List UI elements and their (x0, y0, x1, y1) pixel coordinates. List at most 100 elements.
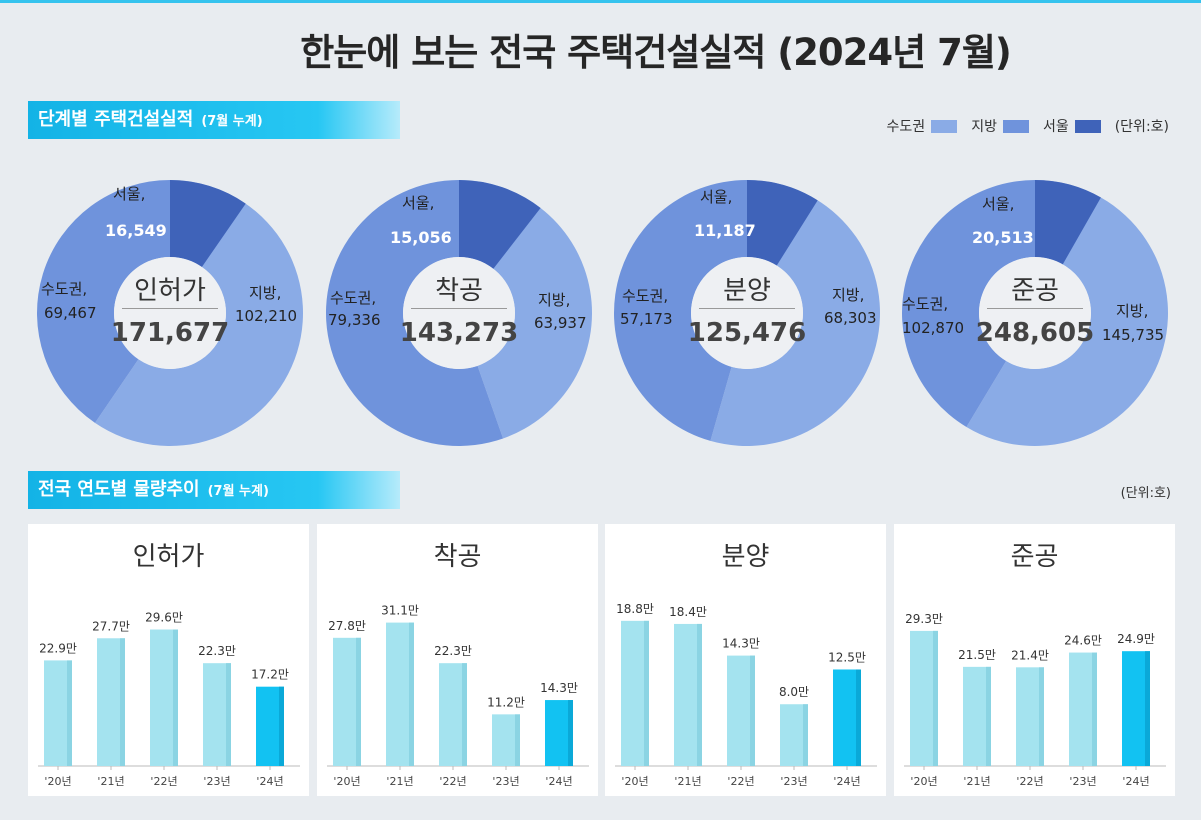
x-tick-label: '23년 (780, 775, 807, 788)
donut-completions-seoul-value: 20,513 (972, 228, 1034, 247)
donut-sales-local-value: 68,303 (824, 309, 877, 327)
donut-center-hole (691, 257, 803, 369)
x-tick-label: '21년 (386, 775, 413, 788)
bar-shade (67, 660, 72, 766)
donut-sales-metro-value: 57,173 (620, 310, 673, 328)
donut-completions-local-value: 145,735 (1102, 326, 1165, 344)
bar-panel-starts: 착공 27.8만 '20년 31.1만 '21년 22.3만 '22년 11.2만 '23년 1… (317, 524, 598, 796)
bar-shade (803, 704, 808, 766)
bar-shade (173, 629, 178, 766)
bar-value-label: 14.3만 (722, 637, 760, 651)
donut-center-hole (979, 257, 1091, 369)
x-tick-label: '20년 (333, 775, 360, 788)
x-tick-label: '23년 (492, 775, 519, 788)
donut-permits-slice-seoul (170, 180, 246, 267)
donut-completions-local-label: 지방, (1116, 302, 1149, 320)
bar-shade (986, 666, 991, 766)
bar-shade (409, 622, 414, 766)
bar-shade (1145, 651, 1150, 766)
donut-starts-slice-metro (326, 180, 504, 446)
bar-value-label: 24.6만 (1064, 634, 1102, 648)
bar-shade (933, 630, 938, 766)
bar-value-label: 18.4만 (669, 605, 707, 619)
donut-permits-local-label: 지방, (249, 284, 282, 302)
bar-shade (462, 663, 467, 766)
x-tick-label: '21년 (674, 775, 701, 788)
section-header-stages-sub: (7월 누계) (201, 114, 263, 129)
legend: 수도권 지방 서울 (단위:호) (887, 116, 1169, 136)
x-tick-label: '21년 (97, 775, 124, 788)
donut-sales-metro-label: 수도권, (622, 287, 669, 305)
bar-panel-permits-title: 인허가 (132, 542, 205, 572)
unit-label-trends: (단위:호) (1120, 486, 1171, 501)
legend-label-seoul: 서울 (1042, 119, 1069, 135)
donut-permits-metro-value: 69,467 (44, 304, 97, 322)
donut-completions-svg (902, 180, 1168, 447)
bar-panel-starts-title: 착공 (433, 542, 482, 572)
donut-permits-slice-metro (36, 180, 171, 423)
x-tick-label: '20년 (910, 775, 937, 788)
donut-sales: 분양 125,476 서울, 11,187 수도권, 57,173 지방, 68… (612, 178, 882, 448)
bar-value-label: 24.9만 (1117, 632, 1155, 646)
donut-starts-local-value: 63,937 (534, 314, 587, 332)
x-tick-label: '20년 (44, 775, 71, 788)
bar-shade (515, 714, 520, 766)
bar-shade (226, 663, 231, 766)
legend-label-metro: 수도권 (886, 119, 926, 135)
legend-label-local: 지방 (971, 119, 997, 135)
x-tick-label: '20년 (621, 775, 648, 788)
bar-shade (1092, 652, 1097, 766)
bar-value-label: 21.5만 (958, 648, 996, 662)
donut-starts-seoul-label: 서울, (402, 194, 435, 212)
section-header-stages: 단계별 주택건설실적 (7월 누계) (28, 101, 400, 139)
bar-value-label: 21.4만 (1011, 648, 1049, 662)
donut-sales-local-label: 지방, (832, 286, 865, 304)
donut-completions-metro-label: 수도권, (902, 295, 949, 313)
bar-value-label: 8.0만 (779, 685, 809, 699)
donut-completions: 준공 248,605 서울, 20,513 수도권, 102,870 지방, 1… (900, 178, 1170, 448)
bar-value-label: 17.2만 (251, 668, 289, 682)
donut-permits-slice-local (94, 180, 303, 446)
x-tick-label: '24년 (1122, 775, 1149, 788)
donut-starts-local-label: 지방, (538, 291, 571, 309)
bar-value-label: 22.9만 (39, 641, 77, 655)
donut-completions-slice-seoul (1035, 180, 1101, 265)
bar-chart-permits: 22.9만 '20년 27.7만 '21년 29.6만 '22년 22.3만 '23년 17.2… (38, 611, 300, 788)
donut-sales-slice-metro (613, 180, 747, 441)
donut-starts-svg (326, 180, 592, 446)
donut-completions-slice-local (966, 180, 1168, 447)
donut-permits-local-value: 102,210 (235, 307, 298, 325)
bar-panel-sales-title: 분양 (721, 542, 770, 572)
x-tick-label: '22년 (1016, 775, 1043, 788)
bar-value-label: 27.8만 (328, 619, 366, 633)
donut-center-hole (114, 257, 226, 369)
legend-unit: (단위:호) (1114, 119, 1169, 135)
bar-value-label: 31.1만 (381, 604, 419, 618)
donut-completions-metro-value: 102,870 (902, 319, 965, 337)
bar-value-label: 14.3만 (540, 681, 578, 695)
bar-value-label: 12.5만 (828, 650, 866, 664)
bar-value-label: 11.2만 (487, 695, 525, 709)
x-tick-label: '21년 (963, 775, 990, 788)
bar-shade (644, 620, 649, 766)
page-title: 한눈에 보는 전국 주택건설실적 (2024년 7월) (300, 31, 1012, 74)
section-header-trends: 전국 연도별 물량추이 (7월 누계) (28, 471, 400, 509)
bar-shade (1039, 667, 1044, 766)
x-tick-label: '24년 (256, 775, 283, 788)
top-accent-line (0, 0, 1201, 3)
bar-panel-permits: 인허가 22.9만 '20년 27.7만 '21년 29.6만 '22년 22.3만 '23년… (28, 524, 309, 796)
x-tick-label: '24년 (545, 775, 572, 788)
bar-shade (120, 638, 125, 766)
bar-shade (356, 637, 361, 766)
donut-starts-seoul-value: 15,056 (390, 228, 452, 247)
donut-starts-slice-seoul (459, 180, 541, 269)
donut-permits: 인허가 171,677 서울, 16,549 수도권, 69,467 지방, 1… (35, 178, 305, 448)
donut-completions-slice-metro (902, 180, 1035, 427)
bar-panel-completions-title: 준공 (1010, 542, 1059, 572)
bar-value-label: 22.3만 (434, 644, 472, 658)
bar-shade (856, 669, 861, 766)
bar-value-label: 27.7만 (92, 619, 130, 633)
x-tick-label: '23년 (1069, 775, 1096, 788)
bar-value-label: 22.3만 (198, 644, 236, 658)
bar-value-label: 29.6만 (145, 611, 183, 625)
